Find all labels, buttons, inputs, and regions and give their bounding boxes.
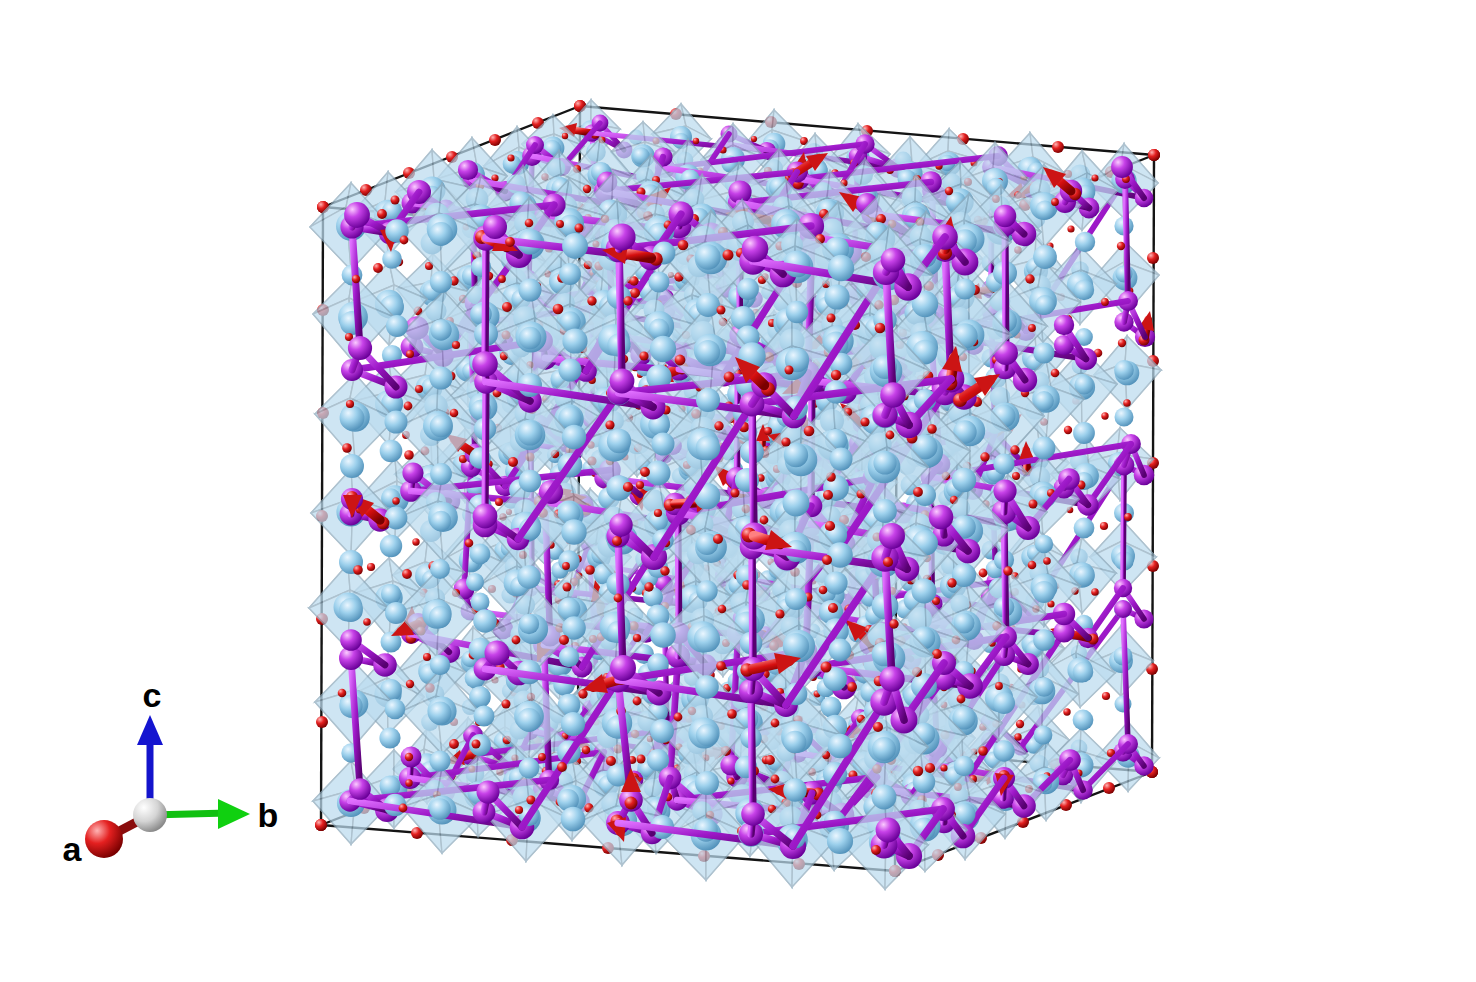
svg-text:c: c xyxy=(143,676,162,714)
svg-text:b: b xyxy=(258,796,279,834)
svg-text:a: a xyxy=(63,830,83,868)
